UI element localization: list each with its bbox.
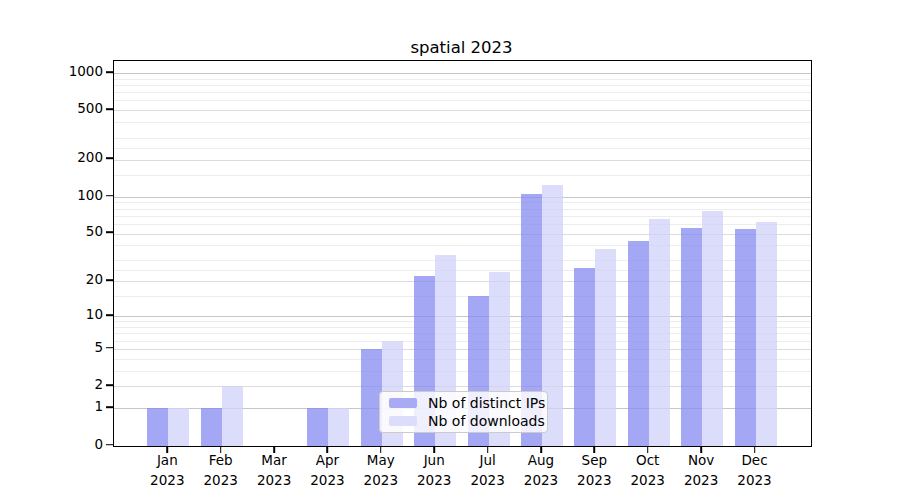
legend-swatch-distinct-ips [389, 398, 417, 408]
y-tick-label-0: 0 [0, 438, 103, 452]
bar-apr-distinct-ips [307, 408, 328, 445]
gridline-800 [114, 85, 811, 86]
y-tick-label-50: 50 [0, 226, 103, 240]
bar-feb-downloads [222, 386, 243, 445]
y-tick-label-1000: 1000 [0, 65, 103, 79]
bar-dec-downloads [756, 222, 777, 445]
gridline-90 [114, 202, 811, 203]
y-tick-mark-1 [106, 406, 113, 408]
gridline-250 [114, 148, 811, 149]
bar-jan-downloads [168, 408, 189, 445]
gridline-400 [114, 122, 811, 123]
chart-figure: spatial 2023 01251020501002005001000 Jan… [0, 0, 900, 500]
bar-feb-distinct-ips [201, 408, 222, 445]
legend-label-distinct-ips: Nb of distinct IPs [428, 395, 545, 411]
y-tick-mark-20 [106, 280, 113, 282]
gridline-1000 [114, 73, 811, 74]
y-tick-mark-5 [106, 347, 113, 349]
y-tick-mark-200 [106, 158, 113, 160]
gridline-500 [114, 110, 811, 111]
y-tick-mark-1000 [106, 71, 113, 73]
gridline-80 [114, 209, 811, 210]
plot-area [113, 60, 812, 447]
y-tick-mark-0 [106, 444, 113, 446]
x-tick-label-dec: Dec2023 [710, 451, 800, 490]
chart-title: spatial 2023 [113, 38, 810, 57]
legend-item-downloads: Nb of downloads [389, 413, 538, 429]
gridline-600 [114, 100, 811, 101]
gridline-100 [114, 197, 811, 198]
bar-nov-distinct-ips [681, 228, 702, 446]
y-tick-mark-2 [106, 384, 113, 386]
y-tick-label-100: 100 [0, 189, 103, 203]
gridline-150 [114, 175, 811, 176]
y-tick-label-1: 1 [0, 400, 103, 414]
y-tick-label-10: 10 [0, 308, 103, 322]
legend-swatch-downloads [389, 416, 417, 426]
bar-oct-downloads [649, 219, 670, 446]
bar-nov-downloads [702, 211, 723, 446]
bar-sep-downloads [595, 249, 616, 445]
bar-oct-distinct-ips [628, 241, 649, 445]
gridline-700 [114, 92, 811, 93]
y-tick-label-5: 5 [0, 341, 103, 355]
gridline-900 [114, 79, 811, 80]
bar-jan-distinct-ips [147, 408, 168, 445]
y-tick-label-200: 200 [0, 152, 103, 166]
y-tick-label-500: 500 [0, 102, 103, 116]
legend-label-downloads: Nb of downloads [428, 413, 545, 429]
bar-apr-downloads [328, 408, 349, 445]
y-tick-label-2: 2 [0, 379, 103, 393]
y-tick-label-20: 20 [0, 274, 103, 288]
legend: Nb of distinct IPs Nb of downloads [379, 391, 548, 433]
gridline-300 [114, 138, 811, 139]
y-tick-mark-10 [106, 314, 113, 316]
gridline-200 [114, 160, 811, 161]
bar-sep-distinct-ips [574, 268, 595, 446]
y-tick-mark-50 [106, 232, 113, 234]
bar-dec-distinct-ips [735, 229, 756, 445]
legend-item-distinct-ips: Nb of distinct IPs [389, 395, 538, 411]
y-tick-mark-500 [106, 108, 113, 110]
y-tick-mark-100 [106, 195, 113, 197]
